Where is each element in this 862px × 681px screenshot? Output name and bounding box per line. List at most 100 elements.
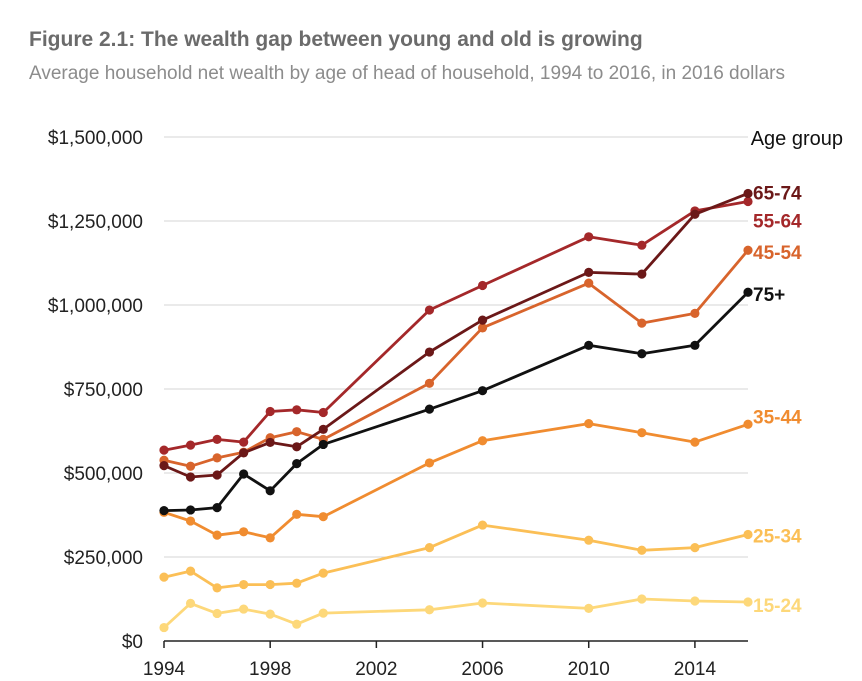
data-point-25-34 <box>424 542 435 553</box>
series-label-35-44: 35-44 <box>753 407 802 428</box>
data-point-55-64 <box>584 232 594 242</box>
data-point-45-54 <box>424 378 435 388</box>
data-point-65-74 <box>159 461 169 471</box>
x-tick-label: 2014 <box>674 659 717 680</box>
data-point-55-64 <box>424 305 435 315</box>
data-point-15-24 <box>159 622 169 633</box>
data-point-35-44 <box>477 436 488 446</box>
data-point-55-64 <box>292 405 302 415</box>
series-label-25-34: 25-34 <box>753 526 802 547</box>
data-point-75+ <box>318 439 328 450</box>
data-point-25-34 <box>318 568 328 578</box>
series-label-15-24: 15-24 <box>753 596 802 617</box>
data-point-25-34 <box>690 542 700 553</box>
series-label-65-74: 65-74 <box>753 183 802 204</box>
data-point-25-34 <box>637 545 647 555</box>
data-point-25-34 <box>185 566 196 576</box>
data-point-55-64 <box>477 280 488 291</box>
data-point-45-54 <box>212 453 222 463</box>
data-point-55-64 <box>239 437 249 447</box>
y-tick-label: $500,000 <box>64 464 143 485</box>
data-point-55-64 <box>185 440 196 450</box>
x-tick-label: 2002 <box>355 659 397 680</box>
data-point-25-34 <box>159 572 169 582</box>
data-point-55-64 <box>265 406 275 417</box>
data-point-15-24 <box>424 605 435 615</box>
data-point-15-24 <box>690 596 700 606</box>
y-tick-label: $1,500,000 <box>48 128 143 149</box>
series-labels: Age group 15-24 25-34 35-44 45-54 55-64 65-74… <box>751 128 843 617</box>
data-point-25-34 <box>239 579 249 590</box>
y-tick-label: $0 <box>122 632 143 653</box>
data-point-35-44 <box>690 437 700 447</box>
data-point-55-64 <box>318 407 328 418</box>
chart-title: Figure 2.1: The wealth gap between young… <box>29 28 643 51</box>
y-tick-label: $750,000 <box>64 380 143 401</box>
data-point-15-24 <box>743 597 753 607</box>
data-point-15-24 <box>212 608 222 619</box>
y-tick-label: $1,250,000 <box>48 212 143 233</box>
data-point-75+ <box>239 469 249 479</box>
data-point-15-24 <box>584 603 594 614</box>
y-tick-label: $250,000 <box>64 548 143 569</box>
x-tick-label: 1998 <box>249 659 291 680</box>
data-point-35-44 <box>318 512 328 522</box>
data-point-75+ <box>584 340 594 350</box>
data-point-75+ <box>292 458 302 469</box>
data-point-15-24 <box>239 604 249 614</box>
series-lines <box>159 188 753 633</box>
data-point-25-34 <box>743 529 753 540</box>
series-75+ <box>159 287 753 516</box>
series-25-34 <box>159 520 753 593</box>
data-point-35-44 <box>743 419 753 429</box>
data-point-55-64 <box>212 434 222 444</box>
data-point-65-74 <box>584 267 594 278</box>
data-point-65-74 <box>477 315 488 325</box>
data-point-45-54 <box>185 461 196 471</box>
data-point-35-44 <box>424 458 435 468</box>
data-point-15-24 <box>477 598 488 608</box>
data-point-65-74 <box>185 472 196 482</box>
data-point-65-74 <box>424 347 435 357</box>
data-point-65-74 <box>318 424 328 434</box>
x-tick-label: 2006 <box>461 659 503 680</box>
data-point-75+ <box>185 505 196 515</box>
series-line-15-24 <box>162 597 750 629</box>
data-point-35-44 <box>185 516 196 526</box>
data-point-45-54 <box>477 323 488 333</box>
data-point-35-44 <box>292 509 302 519</box>
data-point-65-74 <box>212 470 222 480</box>
data-point-55-64 <box>743 196 753 207</box>
data-point-15-24 <box>185 598 196 608</box>
data-point-25-34 <box>292 578 302 588</box>
axes: $0 $250,000 $500,000 $750,000 $1,000,000 $1,2… <box>48 128 748 680</box>
x-tick-label: 1994 <box>143 659 186 680</box>
series-label-75+: 75+ <box>753 285 785 306</box>
series-55-64 <box>159 196 753 455</box>
data-point-75+ <box>265 486 275 496</box>
data-point-15-24 <box>265 609 275 619</box>
data-point-65-74 <box>265 437 275 448</box>
data-point-45-54 <box>690 308 700 318</box>
data-point-15-24 <box>318 608 328 618</box>
y-tick-label: $1,000,000 <box>48 296 143 317</box>
data-point-65-74 <box>743 188 753 199</box>
data-point-75+ <box>159 506 169 516</box>
data-point-25-34 <box>584 535 594 545</box>
series-line-55-64 <box>162 200 750 452</box>
data-point-35-44 <box>584 419 594 429</box>
data-point-15-24 <box>637 594 647 604</box>
data-point-25-34 <box>477 520 488 530</box>
data-point-45-54 <box>743 245 753 255</box>
x-tick-label: 2010 <box>568 659 610 680</box>
series-label-55-64: 55-64 <box>753 212 802 233</box>
legend-title: Age group <box>751 128 843 150</box>
series-15-24 <box>159 594 753 633</box>
data-point-65-74 <box>292 442 302 452</box>
data-point-45-54 <box>292 427 302 437</box>
gridlines <box>164 136 748 558</box>
data-point-45-54 <box>584 278 594 288</box>
data-point-55-64 <box>159 445 169 455</box>
data-point-65-74 <box>239 448 249 458</box>
